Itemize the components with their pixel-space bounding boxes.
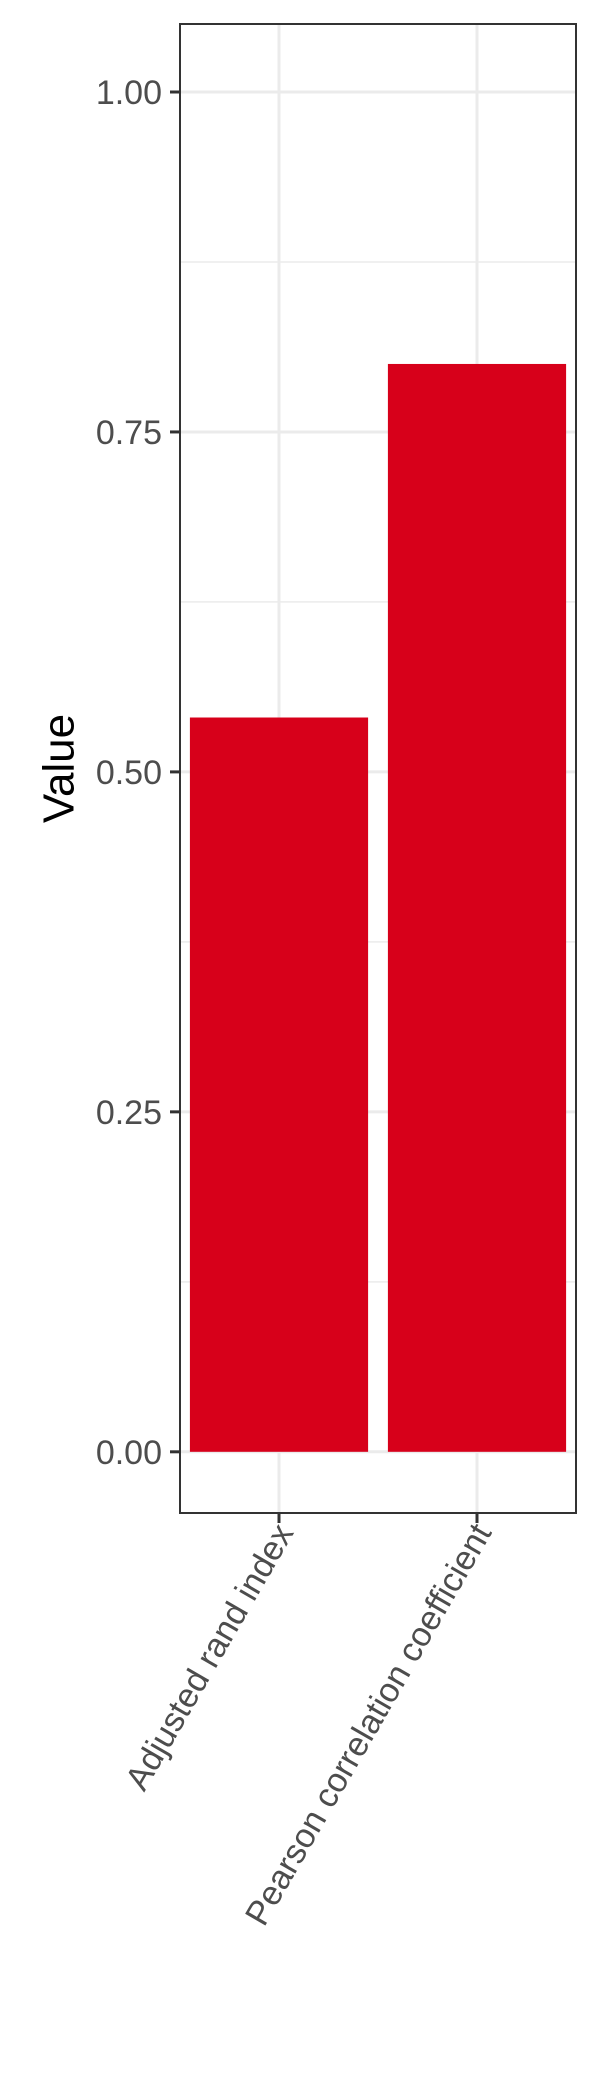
x-tick-label: Pearson correlation coefficient <box>238 1517 500 1932</box>
y-tick-label: 0.00 <box>96 1434 162 1472</box>
y-tick-label: 0.50 <box>96 754 162 792</box>
bar <box>189 717 369 1452</box>
y-tick-label: 1.00 <box>96 74 162 112</box>
y-tick-label: 0.25 <box>96 1094 162 1132</box>
x-tick-label: Adjusted rand index <box>118 1517 301 1796</box>
panel-border <box>179 23 577 1514</box>
y-axis-title: Value <box>34 714 83 823</box>
bars <box>189 363 567 1452</box>
bar <box>387 363 567 1452</box>
y-tick-label: 0.75 <box>96 414 162 452</box>
y-axis: 0.00 0.25 0.50 0.75 1.00 <box>96 74 180 1472</box>
